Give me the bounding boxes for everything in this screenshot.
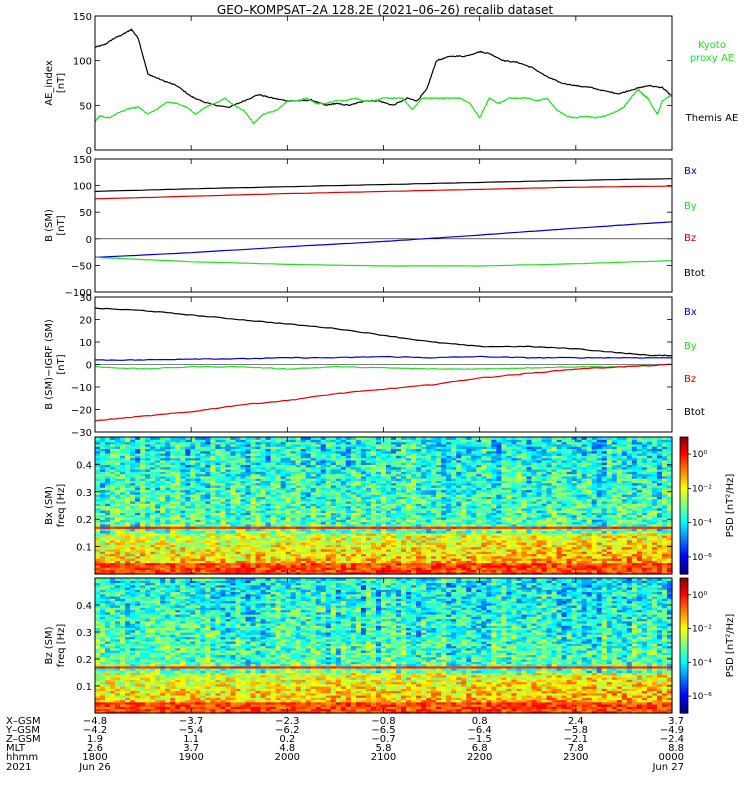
x-axis-cell: Jun 27 (651, 762, 684, 773)
y-axis-unit: [nT] (56, 354, 67, 374)
chart-title: GEO–KOMPSAT–2A 128.2E (2021–06–26) recal… (217, 3, 553, 17)
y-axis-label: B (SM)−IGRF (SM) (44, 319, 55, 410)
y-axis-label: AE_index (44, 60, 55, 106)
y-axis-label: Bx (SM) (44, 486, 55, 525)
colorbar-tick-label: 10⁻² (692, 625, 712, 635)
legend-entry-bx: Bx (684, 166, 697, 177)
x-axis-cell: 2100 (371, 752, 396, 763)
x-axis-cell: Jun 26 (78, 762, 111, 773)
y-axis-unit: freq [Hz] (56, 624, 67, 668)
y-tick-label: 0 (86, 361, 92, 372)
y-tick-label: −30 (71, 428, 92, 439)
series-line-bz (95, 186, 672, 199)
series-line-kyoto-proxy-ae (95, 89, 672, 123)
legend-entry-bz: Bz (684, 374, 696, 385)
legend-entry-bx: Bx (684, 307, 697, 318)
colorbar-tick-label: 10⁻² (692, 484, 712, 494)
plot-frame (95, 16, 672, 150)
y-axis-unit: [nT] (56, 73, 67, 93)
series-line-by (95, 257, 672, 266)
panel-bz_spectrogram: 10⁰ 10⁻² 10⁻⁴ 10⁻⁶ PSD [nT²/Hz] 0.1 0.2 0.3 0.4 B… (44, 578, 736, 714)
legend-entry-by: By (684, 201, 697, 212)
y-tick-label: 0.1 (76, 682, 92, 693)
panel-bx_spectrogram: 10⁰ 10⁻² 10⁻⁴ 10⁻⁶ PSD [nT²/Hz] 0.1 0.2 0.3 0.4 B… (44, 437, 736, 575)
y-tick-label: 100 (73, 182, 92, 193)
y-tick-label: 0.4 (76, 601, 92, 612)
colorbar-tick-label: 10⁻⁶ (692, 553, 712, 563)
legend-entry-by: By (684, 341, 697, 352)
colorbar-label: PSD [nT²/Hz] (725, 474, 736, 538)
colorbar-tick-label: 10⁻⁶ (692, 692, 712, 702)
series-line-bx (95, 222, 672, 258)
colorbar-tick-label: 10⁰ (692, 591, 707, 601)
y-tick-label: 150 (73, 12, 92, 23)
y-tick-label: 0.2 (76, 655, 92, 666)
legend-entry: proxy AE (690, 53, 734, 64)
x-axis-table: X–GSMY–GSMZ–GSMMLThhmm2021−4.8−4.21.92.6… (5, 716, 684, 773)
plot-frame (95, 159, 672, 292)
y-tick-label: 0.1 (76, 543, 92, 554)
y-tick-label: 20 (79, 316, 92, 327)
spectrogram-cells (95, 578, 673, 714)
y-axis-unit: freq [Hz] (56, 484, 67, 528)
y-tick-label: 0 (86, 235, 92, 246)
y-tick-label: 50 (79, 101, 92, 112)
y-tick-label: −50 (71, 261, 92, 272)
legend-entry-btot: Btot (684, 268, 705, 279)
y-tick-label: 0.2 (76, 515, 92, 526)
x-axis-row-label: 2021 (6, 762, 31, 773)
y-tick-label: 150 (73, 155, 92, 166)
y-axis-label: B (SM) (44, 209, 55, 242)
spectrogram-cells (95, 437, 673, 575)
series-line-bz (95, 364, 672, 421)
y-tick-label: 30 (79, 293, 92, 304)
x-axis-cell: 2200 (467, 752, 492, 763)
colorbar: 10⁰ 10⁻² 10⁻⁴ 10⁻⁶ PSD [nT²/Hz] (680, 578, 736, 714)
series-line-btot (95, 308, 672, 356)
series-line-btot (95, 179, 672, 192)
y-tick-label: −20 (71, 406, 92, 417)
y-tick-label: 0.4 (76, 460, 92, 471)
x-axis-cell: 2300 (563, 752, 588, 763)
colorbar-label: PSD [nT²/Hz] (725, 614, 736, 678)
series-line-bx (95, 356, 672, 360)
panel-b_minus_igrf: Bx By Bz Btot −30 −20 −10 0 10 20 30 B (SM)−IGRF (S… (44, 293, 705, 439)
colorbar-tick-label: 10⁻⁴ (692, 519, 712, 529)
y-axis-unit: [nT] (56, 215, 67, 235)
colorbar-tick-label: 10⁻⁴ (692, 658, 712, 668)
colorbar-tick-label: 10⁰ (692, 450, 707, 460)
y-tick-label: −10 (71, 383, 92, 394)
legend-entry: Themis AE (685, 113, 739, 124)
x-axis-cell: 2000 (275, 752, 300, 763)
legend-entry-btot: Btot (684, 407, 705, 418)
series-line-themis-ae (95, 29, 672, 107)
y-tick-label: 0.3 (76, 628, 92, 639)
legend-entry-bz: Bz (684, 233, 696, 244)
colorbar: 10⁰ 10⁻² 10⁻⁴ 10⁻⁶ PSD [nT²/Hz] (680, 437, 736, 575)
y-tick-label: 0.3 (76, 488, 92, 499)
x-axis-cell: 1900 (178, 752, 203, 763)
y-tick-label: 50 (79, 208, 92, 219)
legend-entry: Kyoto (698, 40, 726, 51)
y-tick-label: 100 (73, 57, 92, 68)
y-tick-label: 10 (79, 338, 92, 349)
y-axis-label: Bz (SM) (44, 626, 55, 664)
